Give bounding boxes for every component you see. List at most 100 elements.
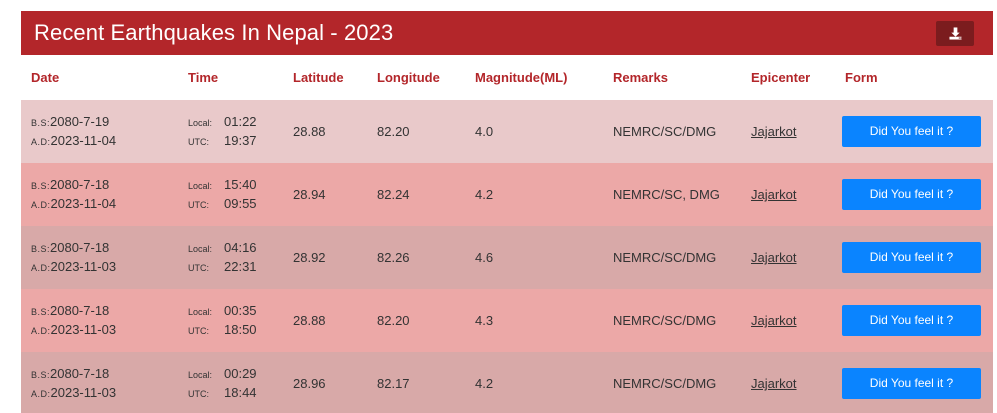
form-cell: Did You feel it ? xyxy=(835,163,993,226)
latitude-cell: 28.96 xyxy=(293,376,326,391)
form-cell: Did You feel it ? xyxy=(835,352,993,413)
magnitude-cell: 4.2 xyxy=(475,376,494,391)
bs-date: 2080-7-19 xyxy=(50,113,110,129)
longitude-cell: 82.24 xyxy=(377,187,410,202)
table-header-row: Date Time Latitude Longitude Magnitude(M… xyxy=(21,55,993,100)
utc-time: 18:44 xyxy=(224,384,257,400)
col-time: Time xyxy=(188,70,219,85)
bs-label: B.S: xyxy=(31,369,51,380)
panel-title: Recent Earthquakes In Nepal - 2023 xyxy=(34,20,394,45)
col-epicenter: Epicenter xyxy=(751,70,811,85)
download-button[interactable] xyxy=(936,21,974,46)
longitude-cell: 82.20 xyxy=(377,313,410,328)
did-you-feel-it-button[interactable]: Did You feel it ? xyxy=(842,116,981,147)
latitude-cell: 28.88 xyxy=(293,313,326,328)
local-time: 00:35 xyxy=(224,302,257,318)
did-you-feel-it-button[interactable]: Did You feel it ? xyxy=(842,305,981,336)
local-time: 04:16 xyxy=(224,239,257,255)
utc-label: UTC: xyxy=(188,136,209,147)
bs-date: 2080-7-18 xyxy=(50,302,110,318)
bs-label: B.S: xyxy=(31,306,51,317)
ad-date: 2023-11-04 xyxy=(50,195,117,211)
col-remarks: Remarks xyxy=(613,70,668,85)
longitude-cell: 82.17 xyxy=(377,376,410,391)
local-label: Local: xyxy=(188,117,213,128)
time-cell: Local: 04:16 UTC: 22:31 xyxy=(178,226,283,289)
date-cell: B.S:2080-7-18 A.D:2023-11-04 xyxy=(21,163,178,226)
earthquake-table: Date Time Latitude Longitude Magnitude(M… xyxy=(21,55,993,413)
local-time: 15:40 xyxy=(224,176,257,192)
date-cell: B.S:2080-7-18 A.D:2023-11-03 xyxy=(21,352,178,413)
table-row: B.S:2080-7-19 A.D:2023-11-04 Local: 01:22 UT… xyxy=(21,100,993,163)
date-cell: B.S:2080-7-18 A.D:2023-11-03 xyxy=(21,226,178,289)
utc-label: UTC: xyxy=(188,262,209,273)
did-you-feel-it-button[interactable]: Did You feel it ? xyxy=(842,179,981,210)
epicenter-link[interactable]: Jajarkot xyxy=(751,187,797,202)
time-cell: Local: 00:29 UTC: 18:44 xyxy=(178,352,283,413)
ad-date: 2023-11-03 xyxy=(50,384,117,400)
epicenter-link[interactable]: Jajarkot xyxy=(751,313,797,328)
time-cell: Local: 15:40 UTC: 09:55 xyxy=(178,163,283,226)
bs-label: B.S: xyxy=(31,180,51,191)
remarks-cell: NEMRC/SC/DMG xyxy=(613,250,717,265)
remarks-cell: NEMRC/SC/DMG xyxy=(613,124,717,139)
ad-label: A.D: xyxy=(31,388,51,399)
bs-label: B.S: xyxy=(31,243,51,254)
remarks-cell: NEMRC/SC, DMG xyxy=(613,187,720,202)
magnitude-cell: 4.6 xyxy=(475,250,494,265)
utc-label: UTC: xyxy=(188,388,209,399)
table-row: B.S:2080-7-18 A.D:2023-11-03 Local: 00:29 UT… xyxy=(21,352,993,413)
earthquake-panel: Recent Earthquakes In Nepal - 2023 Dat xyxy=(21,11,993,413)
form-cell: Did You feel it ? xyxy=(835,100,993,163)
magnitude-cell: 4.0 xyxy=(475,124,494,139)
col-magnitude: Magnitude(ML) xyxy=(475,70,568,85)
magnitude-cell: 4.3 xyxy=(475,313,494,328)
utc-time: 19:37 xyxy=(224,132,257,148)
longitude-cell: 82.20 xyxy=(377,124,410,139)
date-cell: B.S:2080-7-19 A.D:2023-11-04 xyxy=(21,100,178,163)
epicenter-link[interactable]: Jajarkot xyxy=(751,376,797,391)
latitude-cell: 28.88 xyxy=(293,124,326,139)
ad-label: A.D: xyxy=(31,262,51,273)
form-cell: Did You feel it ? xyxy=(835,226,993,289)
bs-date: 2080-7-18 xyxy=(50,176,110,192)
local-label: Local: xyxy=(188,180,213,191)
table-row: B.S:2080-7-18 A.D:2023-11-03 Local: 04:16 UT… xyxy=(21,226,993,289)
panel-header: Recent Earthquakes In Nepal - 2023 xyxy=(21,11,993,55)
magnitude-cell: 4.2 xyxy=(475,187,494,202)
local-time: 01:22 xyxy=(224,113,257,129)
time-cell: Local: 01:22 UTC: 19:37 xyxy=(178,100,283,163)
epicenter-cell: Jajarkot xyxy=(741,226,835,289)
ad-date: 2023-11-04 xyxy=(50,132,117,148)
local-label: Local: xyxy=(188,243,213,254)
utc-time: 09:55 xyxy=(224,195,257,211)
col-latitude: Latitude xyxy=(293,70,344,85)
utc-label: UTC: xyxy=(188,325,209,336)
ad-date: 2023-11-03 xyxy=(50,321,117,337)
download-icon xyxy=(948,27,962,40)
latitude-cell: 28.92 xyxy=(293,250,326,265)
ad-label: A.D: xyxy=(31,199,51,210)
remarks-cell: NEMRC/SC/DMG xyxy=(613,376,717,391)
epicenter-cell: Jajarkot xyxy=(741,289,835,352)
did-you-feel-it-button[interactable]: Did You feel it ? xyxy=(842,368,981,399)
col-longitude: Longitude xyxy=(377,70,440,85)
table-row: B.S:2080-7-18 A.D:2023-11-04 Local: 15:40 UT… xyxy=(21,163,993,226)
did-you-feel-it-button[interactable]: Did You feel it ? xyxy=(842,242,981,273)
local-label: Local: xyxy=(188,306,213,317)
remarks-cell: NEMRC/SC/DMG xyxy=(613,313,717,328)
ad-label: A.D: xyxy=(31,136,51,147)
latitude-cell: 28.94 xyxy=(293,187,326,202)
col-date: Date xyxy=(31,70,60,85)
local-time: 00:29 xyxy=(224,365,257,381)
ad-label: A.D: xyxy=(31,325,51,336)
col-form: Form xyxy=(845,70,878,85)
epicenter-cell: Jajarkot xyxy=(741,163,835,226)
local-label: Local: xyxy=(188,369,213,380)
utc-time: 18:50 xyxy=(224,321,257,337)
epicenter-link[interactable]: Jajarkot xyxy=(751,250,797,265)
date-cell: B.S:2080-7-18 A.D:2023-11-03 xyxy=(21,289,178,352)
epicenter-link[interactable]: Jajarkot xyxy=(751,124,797,139)
bs-date: 2080-7-18 xyxy=(50,239,110,255)
form-cell: Did You feel it ? xyxy=(835,289,993,352)
